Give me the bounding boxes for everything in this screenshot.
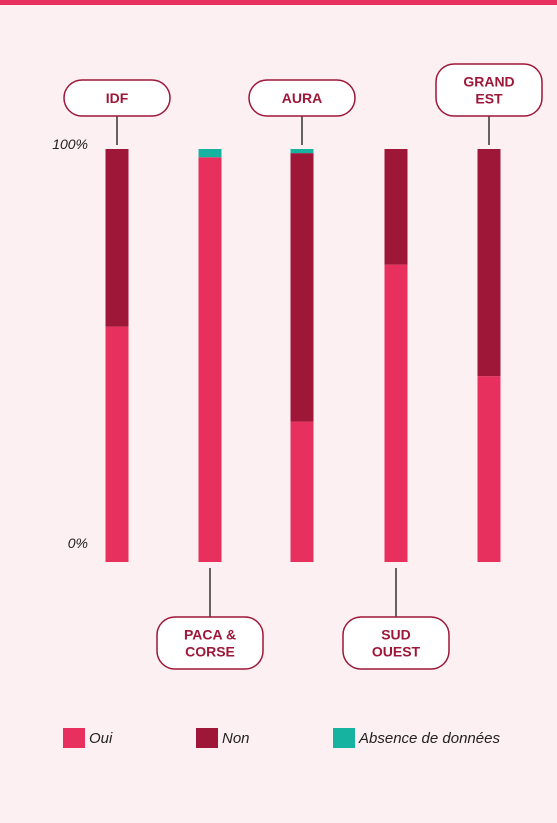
y-axis-top-label: 100% (52, 136, 88, 152)
legend-label-absence: Absence de données (359, 729, 500, 747)
bar-segment-2-0 (290, 421, 314, 562)
region-label-line-2-0: AURA (282, 90, 322, 106)
legend-item-non: Non (196, 728, 250, 748)
region-label-pill-4 (435, 63, 543, 117)
region-label-line-4-0: GRAND (463, 74, 514, 90)
region-label-4: GRAND EST (463, 74, 514, 107)
region-label-line-1-0: PACA & (184, 627, 236, 643)
region-label-line-3-1: OUEST (372, 644, 421, 660)
bar-segment-0-0 (105, 326, 129, 562)
bar-segment-0-1 (105, 149, 129, 327)
region-label-pill-1 (156, 616, 264, 670)
legend-swatch-non (196, 728, 218, 748)
bar-segment-4-0 (477, 376, 501, 562)
y-axis-bottom-label: 0% (68, 535, 88, 551)
region-label-3: SUD OUEST (372, 627, 421, 660)
bar-segment-2-2 (290, 149, 314, 154)
region-label-1: PACA & CORSE (184, 627, 236, 660)
bar-segment-1-0 (198, 157, 222, 562)
legend-swatch-absence (333, 728, 355, 748)
stacked-bar-chart: 100% 0% IDF PACA & CORSE AURA SUD OUEST GRAND E… (52, 63, 543, 670)
legend-label-non: Non (222, 729, 250, 747)
region-label-pill-2 (248, 79, 356, 117)
region-label-line-1-1: CORSE (185, 644, 235, 660)
region-label-2: AURA (282, 90, 322, 106)
legend-item-oui: Oui (63, 728, 112, 748)
top-accent-bar (0, 0, 557, 5)
legend-swatch-oui (63, 728, 85, 748)
region-label-line-0-0: IDF (106, 90, 129, 106)
bar-segment-4-1 (477, 149, 501, 377)
bar-segment-3-1 (384, 149, 408, 265)
region-label-line-3-0: SUD (381, 627, 411, 643)
bar-segment-2-1 (290, 153, 314, 422)
region-label-pill-0 (63, 79, 171, 117)
legend: Oui Non Absence de données (0, 728, 557, 758)
region-label-0: IDF (106, 90, 129, 106)
region-label-line-4-1: EST (475, 91, 503, 107)
legend-item-absence: Absence de données (333, 728, 500, 748)
region-label-pill-3 (342, 616, 450, 670)
bar-segment-1-2 (198, 149, 222, 158)
legend-label-oui: Oui (89, 729, 113, 747)
bar-segment-3-0 (384, 264, 408, 562)
